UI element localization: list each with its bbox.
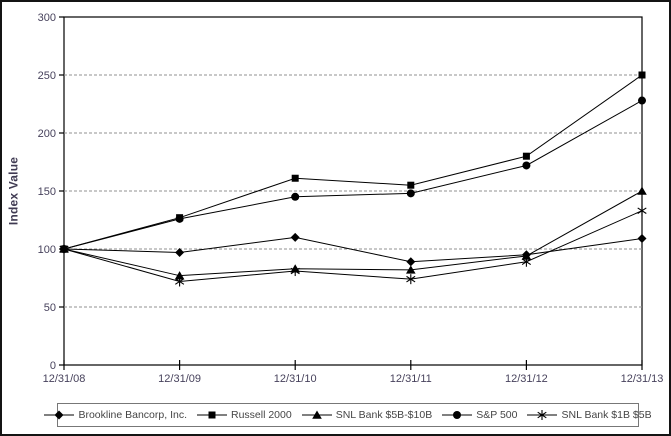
legend: Brookline Bancorp, Inc. Russell 2000 SNL B… — [44, 403, 652, 427]
legend-item: Russell 2000 — [197, 409, 292, 421]
x-tick-label: 12/31/08 — [43, 373, 86, 385]
diamond-marker — [521, 250, 531, 260]
triangle-marker — [406, 265, 416, 274]
circle-marker — [453, 411, 462, 419]
legend-item: S&P 500 — [442, 409, 517, 421]
star-marker — [406, 275, 416, 283]
y-tick-label: 250 — [38, 70, 56, 82]
series-line — [63, 100, 643, 250]
y-tick-label: 0 — [50, 360, 56, 372]
circle-marker — [291, 192, 300, 201]
circle-marker — [406, 189, 415, 198]
x-tick-label: 12/31/09 — [158, 373, 201, 385]
diamond-legend-swatch — [44, 410, 75, 420]
y-tick-label: 150 — [38, 186, 56, 198]
y-tick-label: 200 — [38, 128, 56, 140]
legend-label: SNL Bank $1B $5B — [561, 409, 652, 421]
triangle-marker — [174, 271, 185, 280]
x-tick-label: 12/31/12 — [505, 373, 548, 385]
square-marker — [176, 214, 184, 222]
y-tick-label: 50 — [44, 302, 56, 314]
diamond-marker — [290, 232, 300, 242]
star-legend-swatch — [527, 410, 558, 420]
series-line — [63, 190, 643, 277]
triangle-legend-swatch — [301, 410, 332, 419]
x-tick-label: 12/31/11 — [390, 373, 432, 385]
legend-label: SNL Bank $5B-$10B — [335, 409, 433, 421]
square-marker — [522, 152, 530, 160]
square-marker — [291, 174, 299, 182]
series-line — [63, 74, 643, 250]
square-legend-swatch — [197, 411, 227, 419]
y-axis-title: Index Value — [6, 156, 21, 226]
diamond-marker — [175, 247, 185, 257]
diamond-marker — [406, 257, 416, 267]
legend-label: Brookline Bancorp, Inc. — [78, 409, 187, 421]
x-tick-label: 12/31/10 — [274, 373, 317, 385]
x-tick-label: 12/31/13 — [621, 373, 664, 385]
triangle-marker — [290, 264, 300, 273]
y-tick-label: 100 — [38, 244, 56, 256]
legend-item: Brookline Bancorp, Inc. — [44, 409, 187, 421]
diamond-marker — [54, 410, 64, 420]
diamond-marker — [637, 234, 647, 244]
star-marker — [174, 278, 185, 285]
triangle-marker — [637, 186, 647, 195]
legend-item: SNL Bank $1B $5B — [527, 409, 652, 421]
square-marker — [638, 71, 646, 79]
triangle-marker — [311, 410, 322, 419]
square-marker — [60, 245, 68, 253]
square-marker — [407, 181, 415, 189]
legend-item: SNL Bank $5B-$10B — [301, 409, 433, 421]
star-marker — [521, 258, 532, 266]
circle-marker — [522, 161, 531, 170]
star-marker — [637, 207, 647, 214]
series-line — [63, 210, 643, 282]
legend-label: S&P 500 — [476, 409, 518, 421]
circle-marker — [638, 96, 646, 105]
circle-legend-swatch — [442, 411, 473, 419]
series-line — [63, 236, 643, 263]
square-marker — [208, 411, 216, 419]
legend-label: Russell 2000 — [231, 409, 292, 421]
y-tick-label: 300 — [38, 12, 56, 24]
star-marker — [537, 411, 548, 419]
